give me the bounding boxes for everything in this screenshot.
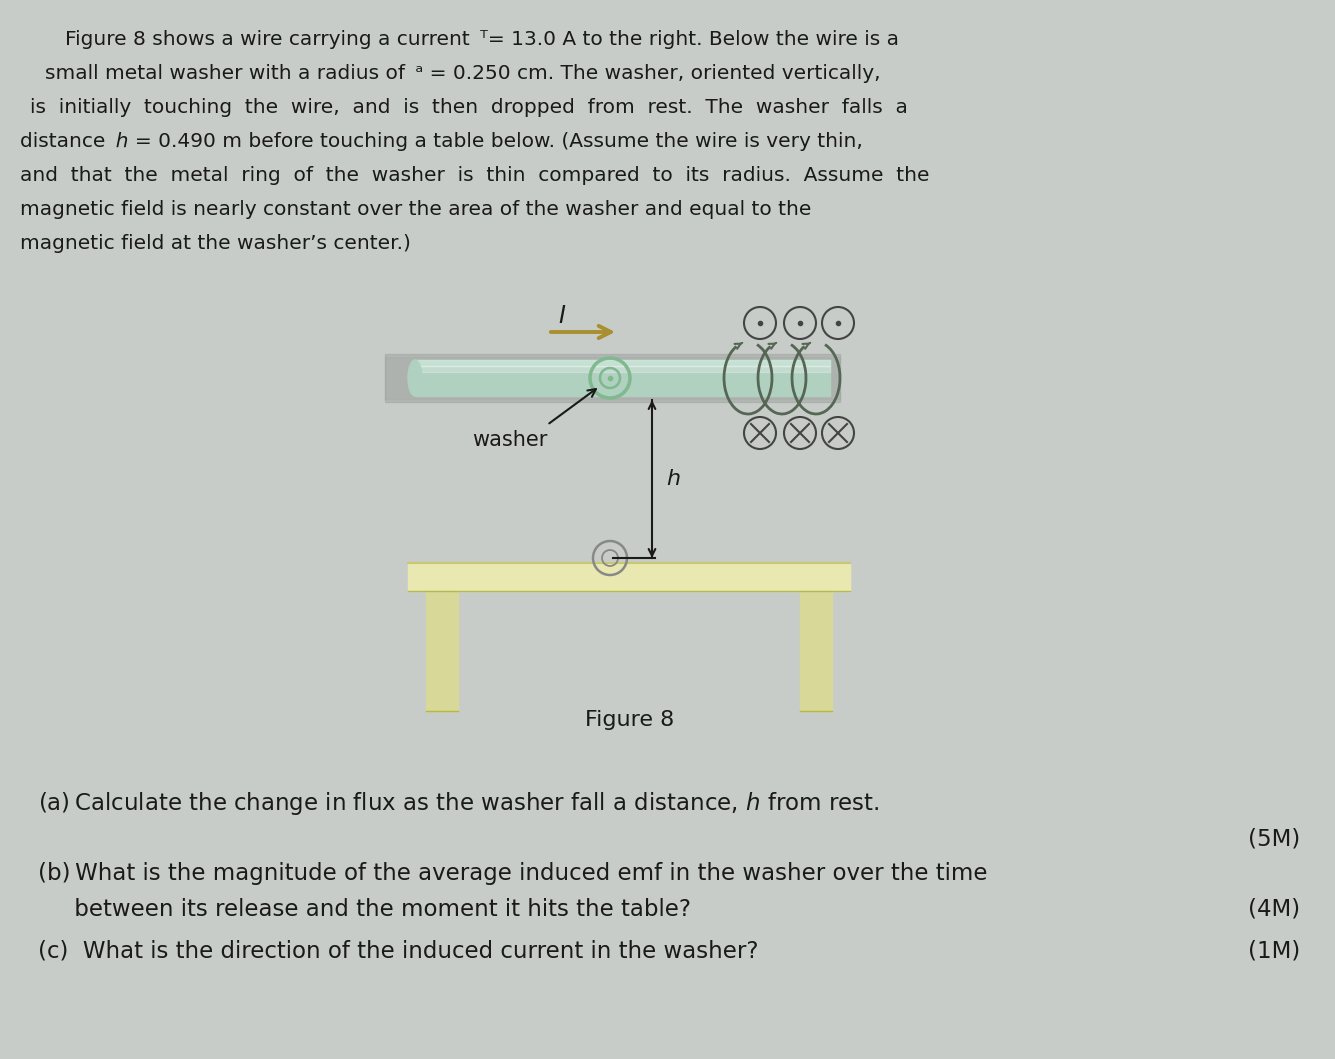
- Text: Figure 8 shows a wire carrying a current  ᵀ= 13.0 A to the right. Below the wire: Figure 8 shows a wire carrying a current…: [65, 30, 898, 49]
- Text: small metal washer with a radius of  ᵃ = 0.250 cm. The washer, oriented vertical: small metal washer with a radius of ᵃ = …: [45, 64, 881, 83]
- Text: magnetic field is nearly constant over the area of the washer and equal to the: magnetic field is nearly constant over t…: [20, 200, 812, 219]
- Text: and  that  the  metal  ring  of  the  washer  is  thin  compared  to  its  radiu: and that the metal ring of the washer is…: [20, 166, 929, 185]
- Text: magnetic field at the washer’s center.): magnetic field at the washer’s center.): [20, 234, 411, 253]
- Text: distance  ℎ = 0.490 m before touching a table below. (Assume the wire is very th: distance ℎ = 0.490 m before touching a t…: [20, 132, 862, 151]
- Bar: [409, 563, 850, 591]
- Text: between its release and the moment it hits the table?: between its release and the moment it hi…: [37, 898, 692, 921]
- Text: $h$: $h$: [666, 469, 681, 489]
- Text: (b) What is the magnitude of the average induced emf in the washer over the time: (b) What is the magnitude of the average…: [37, 862, 988, 885]
- Ellipse shape: [409, 360, 422, 396]
- Text: (5M): (5M): [1248, 828, 1300, 851]
- Bar: [426, 591, 458, 711]
- Text: Figure 8: Figure 8: [585, 710, 674, 730]
- Bar: [800, 591, 832, 711]
- Text: is  initially  touching  the  wire,  and  is  then  dropped  from  rest.  The  w: is initially touching the wire, and is t…: [29, 98, 908, 116]
- Polygon shape: [415, 360, 830, 396]
- Text: (4M): (4M): [1248, 898, 1300, 921]
- Text: (1M): (1M): [1248, 940, 1300, 963]
- Text: (c)  What is the direction of the induced current in the washer?: (c) What is the direction of the induced…: [37, 940, 758, 963]
- Text: $I$: $I$: [558, 304, 566, 328]
- Text: washer: washer: [473, 430, 547, 450]
- Text: (a) Calculate the change in flux as the washer fall a distance, $h$ from rest.: (a) Calculate the change in flux as the …: [37, 790, 880, 816]
